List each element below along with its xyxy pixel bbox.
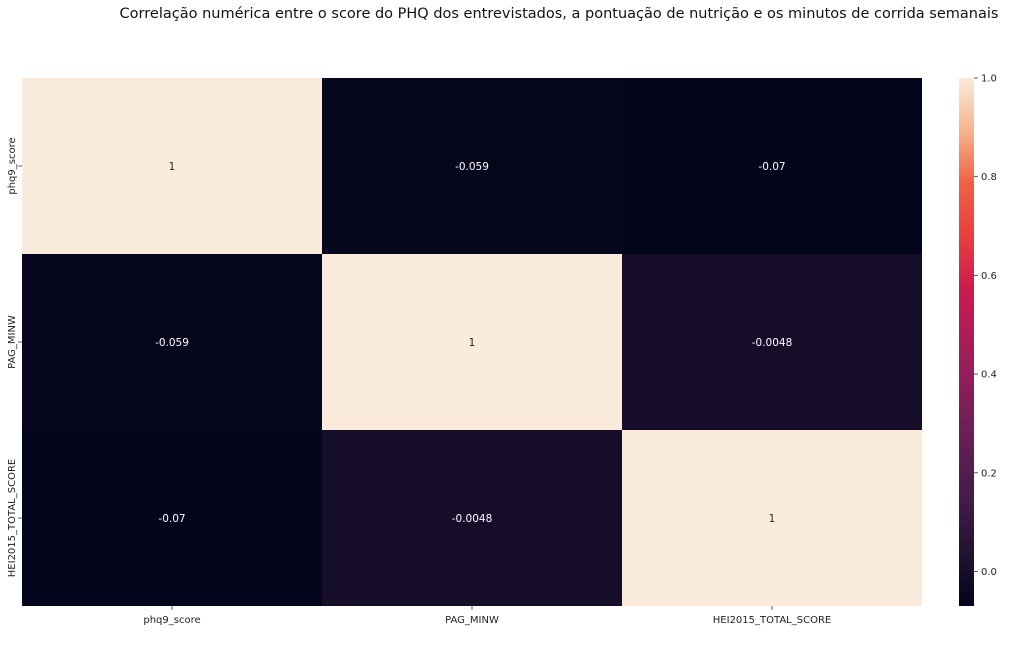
colorbar-tick-label: 0.2 [981, 468, 997, 479]
heatmap-cell [322, 254, 622, 430]
cell-annotation: 1 [469, 337, 476, 349]
colorbar-axis: 0.0 0.2 0.4 0.6 0.8 1.0 [974, 74, 997, 578]
cell-annotation: -0.0048 [452, 513, 493, 525]
cell-annotations: 1 -0.059 -0.07 -0.059 1 -0.0048 -0.07 -0.0048 1 [155, 161, 792, 525]
heatmap-cells [22, 78, 922, 606]
heatmap-cell [22, 78, 322, 254]
y-tick-label: phq9_score [7, 137, 18, 194]
y-axis: phq9_score PAG_MINW HEI2015_TOTAL_SCORE [7, 137, 22, 577]
cell-annotation: -0.0048 [752, 337, 793, 349]
x-axis: phq9_score PAG_MINW HEI2015_TOTAL_SCORE [143, 606, 831, 626]
cell-annotation: 1 [169, 161, 176, 173]
heatmap-cell [322, 430, 622, 606]
colorbar-tick-label: 0.0 [981, 567, 997, 578]
colorbar-tick-label: 0.4 [981, 370, 997, 381]
heatmap-cell [622, 78, 922, 254]
heatmap-cell [622, 430, 922, 606]
colorbar [959, 78, 974, 606]
heatmap-cell [22, 254, 322, 430]
colorbar-tick-label: 0.6 [981, 271, 997, 282]
y-tick-label: HEI2015_TOTAL_SCORE [7, 459, 18, 577]
colorbar-tick-label: 1.0 [981, 74, 997, 85]
heatmap-cell [322, 78, 622, 254]
x-tick-label: HEI2015_TOTAL_SCORE [713, 615, 831, 626]
colorbar-tick-label: 0.8 [981, 172, 997, 183]
cell-annotation: 1 [769, 513, 776, 525]
cell-annotation: -0.059 [155, 337, 189, 349]
cell-annotation: -0.07 [758, 161, 785, 173]
cell-annotation: -0.059 [455, 161, 489, 173]
x-tick-label: phq9_score [143, 615, 200, 626]
x-tick-label: PAG_MINW [445, 615, 499, 626]
chart-title: Correlação numérica entre o score do PHQ… [119, 6, 999, 22]
heatmap-cell [22, 430, 322, 606]
heatmap-cell [622, 254, 922, 430]
cell-annotation: -0.07 [158, 513, 185, 525]
y-tick-label: PAG_MINW [7, 315, 18, 369]
